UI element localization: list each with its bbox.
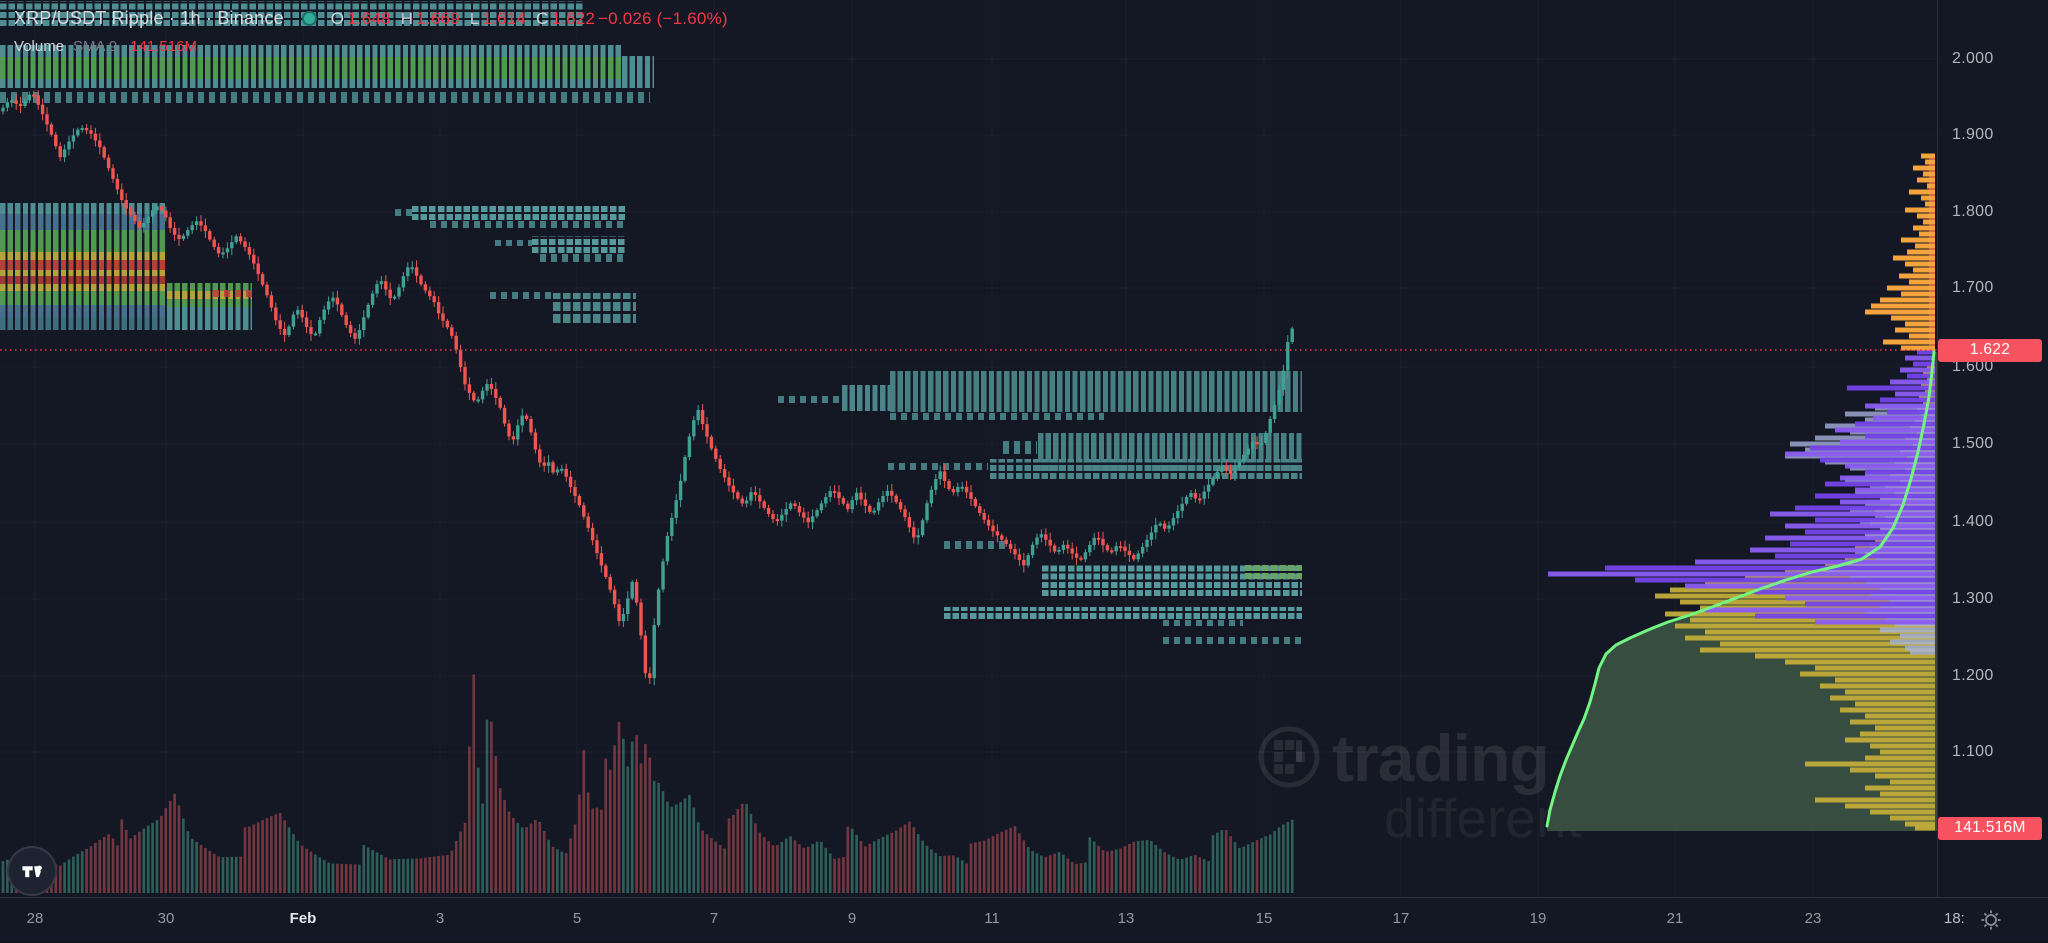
heatmap-cluster bbox=[1003, 441, 1037, 454]
heatmap-cluster bbox=[990, 459, 1302, 479]
time-tick-label: 9 bbox=[847, 910, 857, 927]
time-tick-label: 3 bbox=[435, 910, 445, 927]
axis-settings-gear-icon[interactable] bbox=[1974, 903, 2008, 937]
heatmap-cluster bbox=[944, 607, 1302, 619]
heatmap-cluster bbox=[1163, 620, 1243, 626]
price-tick-label: 1.600 bbox=[1952, 358, 1994, 375]
watermark: trading different bbox=[1258, 721, 1582, 850]
price-axis[interactable]: 1.622 141.516M 2.000 1.900 1.800 1.700 1.600… bbox=[1937, 0, 2048, 897]
heatmap-cluster bbox=[0, 1, 585, 26]
heatmap-cluster bbox=[0, 203, 167, 330]
heatmap-cluster bbox=[532, 236, 626, 253]
heatmap-cluster bbox=[890, 371, 1302, 412]
price-tick-label: 1.900 bbox=[1952, 126, 1994, 143]
volume-value-badge: 141.516M bbox=[1938, 816, 2042, 840]
time-tick-label: 7 bbox=[709, 910, 719, 927]
price-tick-label: 1.500 bbox=[1952, 435, 1994, 452]
time-tick-label: 28 bbox=[26, 910, 44, 927]
time-tick-label: 23 bbox=[1804, 910, 1822, 927]
heatmap-cluster bbox=[490, 292, 552, 299]
heatmap-cluster bbox=[540, 254, 626, 262]
heatmap-cluster bbox=[944, 541, 1010, 549]
time-tick-label: 13 bbox=[1117, 910, 1135, 927]
liquidity-heatmap-layer bbox=[0, 1, 1302, 644]
chart-plot-area[interactable] bbox=[0, 0, 1937, 897]
time-tick-label: 30 bbox=[157, 910, 175, 927]
heatmap-cluster bbox=[553, 293, 636, 323]
heatmap-cluster bbox=[1163, 637, 1302, 644]
heatmap-cluster bbox=[622, 56, 654, 88]
time-axis[interactable]: 28 30 Feb 3 5 7 9 11 13 15 17 19 21 23 18: bbox=[0, 897, 2048, 943]
time-tick-label: 17 bbox=[1392, 910, 1410, 927]
last-price-badge: 1.622 bbox=[1938, 338, 2042, 362]
time-tick-label: 18: bbox=[1944, 910, 1965, 927]
price-tick-label: 1.800 bbox=[1952, 203, 1994, 220]
price-tick-label: 2.000 bbox=[1952, 50, 1994, 67]
watermark-line1: trading bbox=[1332, 721, 1550, 795]
heatmap-cluster bbox=[778, 396, 842, 403]
time-tick-label: 5 bbox=[572, 910, 582, 927]
heatmap-cluster bbox=[842, 385, 890, 411]
price-tick-label: 1.200 bbox=[1952, 667, 1994, 684]
time-tick-label: 21 bbox=[1666, 910, 1684, 927]
heatmap-cluster bbox=[495, 240, 533, 246]
heatmap-cluster bbox=[213, 290, 252, 297]
price-tick-label: 1.700 bbox=[1952, 279, 1994, 296]
price-tick-label: 1.400 bbox=[1952, 513, 1994, 530]
heatmap-cluster bbox=[1245, 565, 1302, 579]
heatmap-cluster bbox=[0, 45, 622, 88]
heatmap-cluster bbox=[0, 92, 650, 103]
time-tick-label: 15 bbox=[1255, 910, 1273, 927]
tradingview-logo[interactable] bbox=[7, 846, 57, 896]
price-tick-label: 1.300 bbox=[1952, 590, 1994, 607]
tv-icon bbox=[22, 865, 43, 878]
price-tick-label: 1.100 bbox=[1952, 743, 1994, 760]
heatmap-cluster bbox=[412, 206, 626, 220]
heatmap-cluster bbox=[888, 463, 988, 470]
heatmap-cluster bbox=[890, 413, 1104, 420]
time-tick-label: 11 bbox=[984, 910, 1000, 927]
heatmap-cluster bbox=[395, 209, 412, 216]
tradingdifferent-logo-icon bbox=[1258, 726, 1320, 788]
time-tick-label: Feb bbox=[289, 910, 317, 927]
time-tick-label: 19 bbox=[1529, 910, 1547, 927]
heatmap-cluster bbox=[430, 221, 626, 228]
